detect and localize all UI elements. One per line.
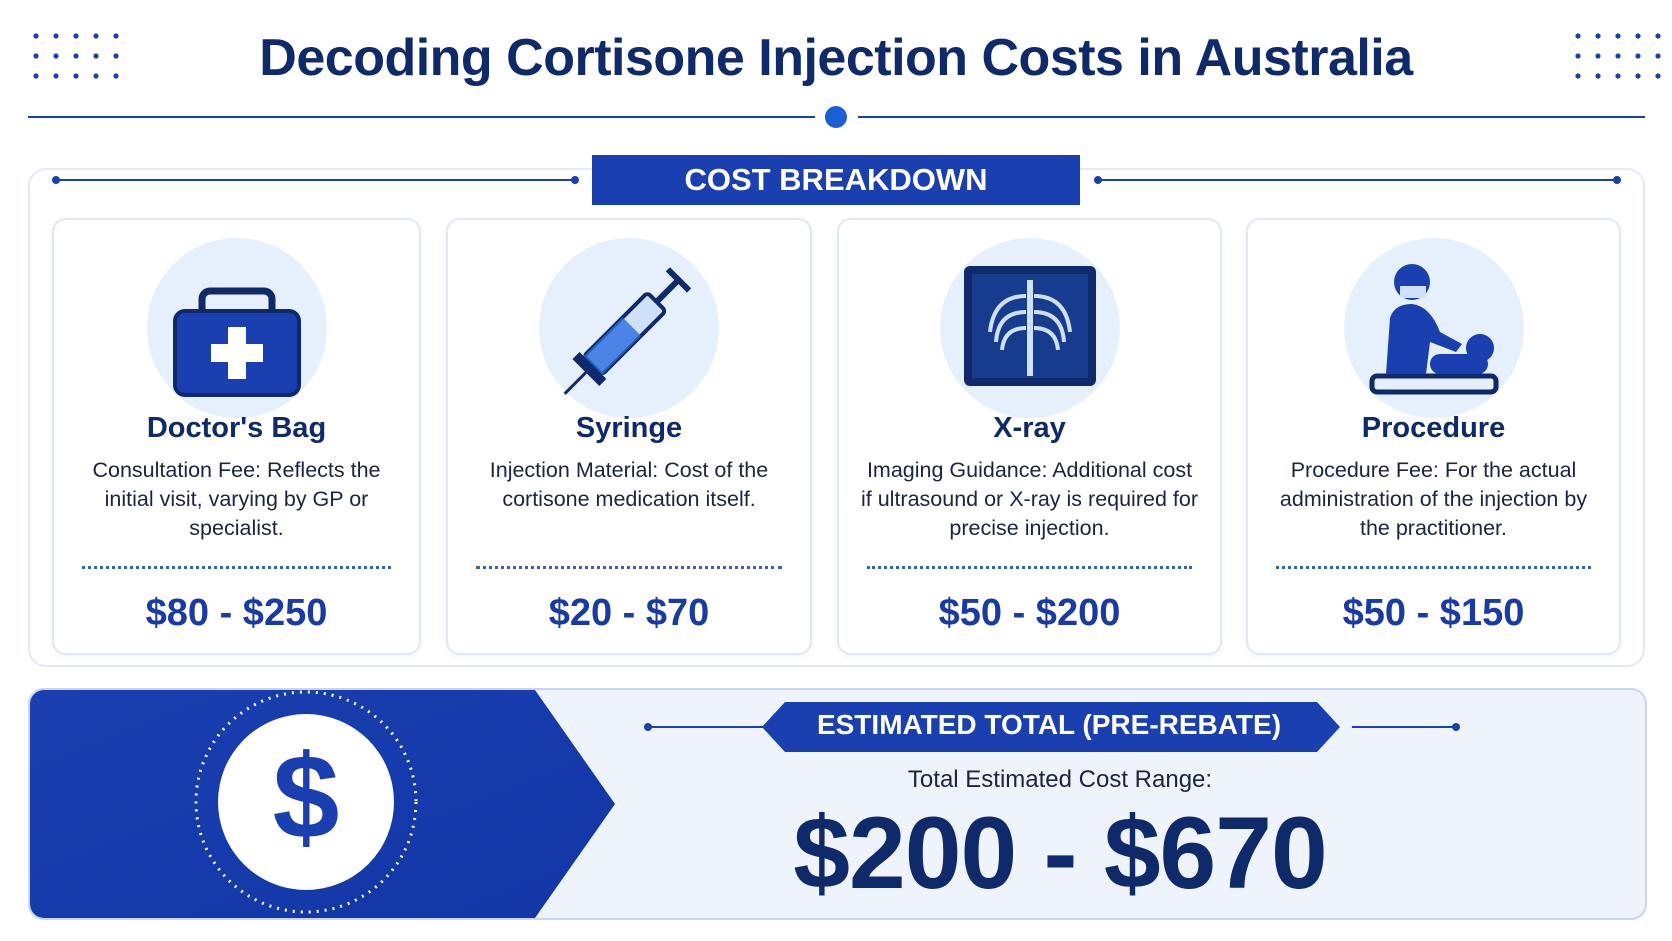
card-price: $50 - $150 bbox=[1342, 592, 1525, 634]
total-label: Total Estimated Cost Range: bbox=[907, 766, 1213, 793]
card-icon bbox=[1343, 238, 1524, 418]
total-heading: ESTIMATED TOTAL (PRE-REBATE) bbox=[816, 709, 1282, 740]
card-price: $80 - $250 bbox=[145, 592, 328, 634]
card-divider bbox=[867, 566, 1192, 569]
card-icon bbox=[939, 238, 1120, 418]
cost-card: Procedure Procedure Fee: For the actual a… bbox=[1246, 218, 1621, 655]
header-decoration bbox=[28, 33, 1661, 128]
card-title: X-ray bbox=[993, 412, 1066, 444]
cost-card: X-ray Imaging Guidance: Additional cost i… bbox=[837, 218, 1222, 655]
cost-card: Doctor's Bag Consultation Fee: Reflects t… bbox=[52, 218, 421, 655]
card-price: $50 - $200 bbox=[938, 592, 1121, 634]
total-value: $200 - $670 bbox=[793, 796, 1327, 910]
card-title: Syringe bbox=[575, 412, 683, 444]
card-description: Imaging Guidance: Additional cost if ult… bbox=[861, 458, 1198, 540]
card-description: Consultation Fee: Reflects the initial v… bbox=[92, 458, 381, 540]
card-price: $20 - $70 bbox=[548, 592, 710, 634]
svg-text:$: $ bbox=[273, 730, 340, 864]
card-divider bbox=[1276, 566, 1591, 569]
card-icon bbox=[146, 238, 327, 418]
total-decoration: $ bbox=[30, 690, 1460, 918]
card-title: Doctor's Bag bbox=[146, 412, 327, 444]
cost-card: Syringe Injection Material: Cost of the c… bbox=[446, 218, 812, 655]
card-icon bbox=[539, 238, 719, 418]
card-title: Procedure bbox=[1361, 412, 1506, 444]
card-description: Procedure Fee: For the actual administra… bbox=[1279, 458, 1588, 540]
page-title: Decoding Cortisone Injection Costs in Au… bbox=[259, 29, 1413, 87]
card-description: Injection Material: Cost of the cortison… bbox=[489, 458, 769, 511]
card-divider bbox=[82, 566, 391, 569]
breakdown-heading: COST BREAKDOWN bbox=[592, 155, 1080, 205]
breakdown-lines bbox=[52, 176, 1621, 184]
total-panel: $ bbox=[28, 688, 1647, 920]
card-divider bbox=[476, 566, 782, 569]
